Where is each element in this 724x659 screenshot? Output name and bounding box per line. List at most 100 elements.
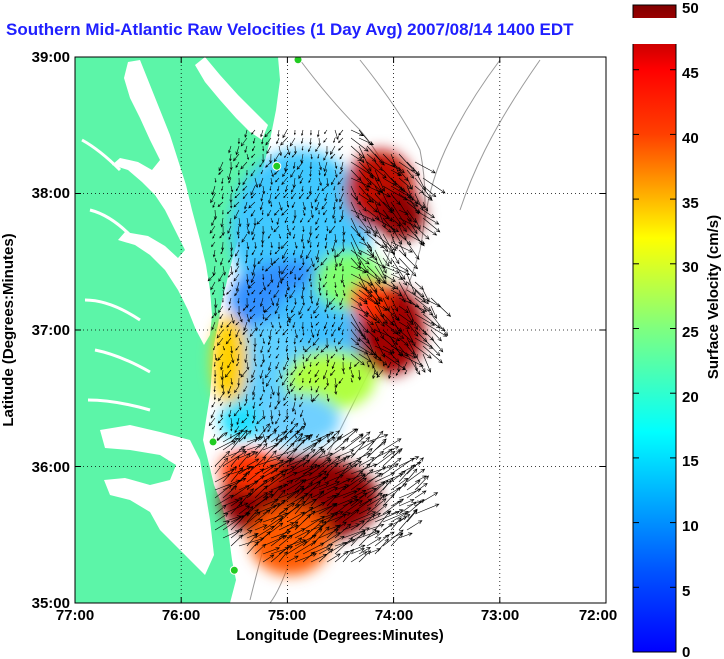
velocity-arrow [310, 490, 325, 507]
velocity-arrow [259, 321, 264, 326]
velocity-arrow [222, 450, 247, 467]
velocity-arrow [382, 345, 395, 353]
velocity-arrow [250, 377, 256, 383]
velocity-arrow [220, 361, 224, 371]
velocity-arrow [350, 201, 360, 219]
velocity-arrow [222, 209, 224, 215]
velocity-arrow [358, 137, 375, 145]
velocity-arrow [218, 273, 224, 282]
velocity-arrow [211, 313, 216, 319]
velocity-arrow [290, 305, 296, 314]
station-marker [208, 437, 218, 447]
velocity-arrow [406, 313, 414, 324]
velocity-arrow [374, 153, 384, 164]
velocity-arrow [406, 169, 415, 179]
velocity-arrow [270, 499, 286, 515]
velocity-arrow [342, 428, 359, 443]
velocity-arrow [228, 305, 232, 311]
velocity-arrow [330, 353, 336, 359]
velocity-arrow [227, 385, 232, 395]
velocity-arrow [350, 492, 368, 507]
velocity-arrow [269, 249, 272, 256]
velocity-arrow [238, 401, 242, 411]
velocity-arrow [302, 464, 321, 475]
velocity-arrow [326, 512, 352, 523]
velocity-arrow [278, 480, 294, 491]
velocity-arrow [350, 297, 363, 306]
velocity-arrow [230, 485, 250, 499]
velocity-arrow [286, 201, 290, 208]
velocity-arrow [374, 503, 388, 515]
velocity-arrow [382, 321, 399, 335]
velocity-arrow [326, 313, 329, 319]
velocity-arrow [238, 452, 251, 467]
velocity-arrow [253, 218, 257, 227]
velocity-arrow [308, 177, 312, 184]
velocity-arrow [302, 515, 325, 531]
velocity-arrow [294, 442, 318, 459]
velocity-arrow [284, 153, 288, 158]
velocity-arrow [273, 289, 280, 299]
velocity-arrow [251, 153, 256, 158]
velocity-arrow [230, 185, 234, 193]
velocity-arrow [278, 521, 299, 539]
velocity-arrow [213, 369, 217, 378]
velocity-arrow [277, 281, 280, 289]
y-tick-label: 35:00 [32, 595, 70, 612]
velocity-arrow [246, 217, 250, 228]
velocity-arrow [366, 531, 381, 539]
velocity-arrow [242, 329, 248, 336]
velocity-arrow [350, 477, 367, 491]
velocity-arrow [236, 353, 240, 362]
velocity-arrow [414, 161, 436, 174]
velocity-arrow [281, 377, 288, 386]
velocity-arrow [366, 337, 377, 360]
velocity-arrow [278, 430, 300, 451]
velocity-arrow [350, 129, 364, 136]
velocity-arrow [236, 361, 240, 367]
velocity-arrow [324, 305, 328, 313]
velocity-arrow [358, 507, 372, 515]
velocity-arrow [254, 525, 275, 539]
velocity-arrow [246, 377, 249, 384]
velocity-arrow [309, 361, 312, 368]
velocity-arrow [273, 209, 280, 216]
velocity-arrow [285, 337, 288, 344]
velocity-arrow [340, 209, 344, 220]
velocity-arrow [283, 417, 288, 423]
velocity-arrow [318, 209, 320, 215]
velocity-arrow [430, 337, 444, 353]
velocity-arrow [331, 177, 336, 186]
velocity-arrow [366, 169, 374, 179]
velocity-arrow [414, 289, 429, 305]
velocity-arrow [278, 472, 298, 483]
colorbar-tick-label: 25 [682, 324, 699, 341]
velocity-arrow [283, 393, 288, 401]
velocity-arrow [270, 177, 273, 186]
colorbar-ticks [633, 4, 676, 653]
velocity-arrow [326, 377, 330, 387]
chesapeake-bay [112, 60, 212, 345]
velocity-arrow [230, 425, 233, 432]
velocity-arrow [358, 161, 380, 182]
velocity-arrow [382, 449, 401, 467]
velocity-arrow [238, 430, 252, 443]
velocity-arrow [222, 265, 226, 276]
velocity-arrow [334, 377, 338, 388]
velocity-arrow [330, 305, 336, 310]
velocity-arrow [328, 225, 336, 234]
velocity-arrow [323, 161, 328, 173]
velocity-arrow [414, 503, 440, 515]
velocity-arrow [246, 153, 250, 161]
velocity-arrow [261, 241, 264, 248]
velocity-arrow [222, 440, 237, 451]
velocity-arrow [292, 249, 296, 256]
velocity-arrow [274, 401, 280, 410]
velocity-arrow [270, 431, 286, 443]
velocity-arrow [275, 177, 280, 183]
velocity-arrow [246, 265, 249, 271]
velocity-arrow [350, 353, 365, 366]
velocity-arrow [260, 129, 264, 138]
velocity-arrow [325, 297, 330, 309]
velocity-arrow [316, 433, 320, 438]
